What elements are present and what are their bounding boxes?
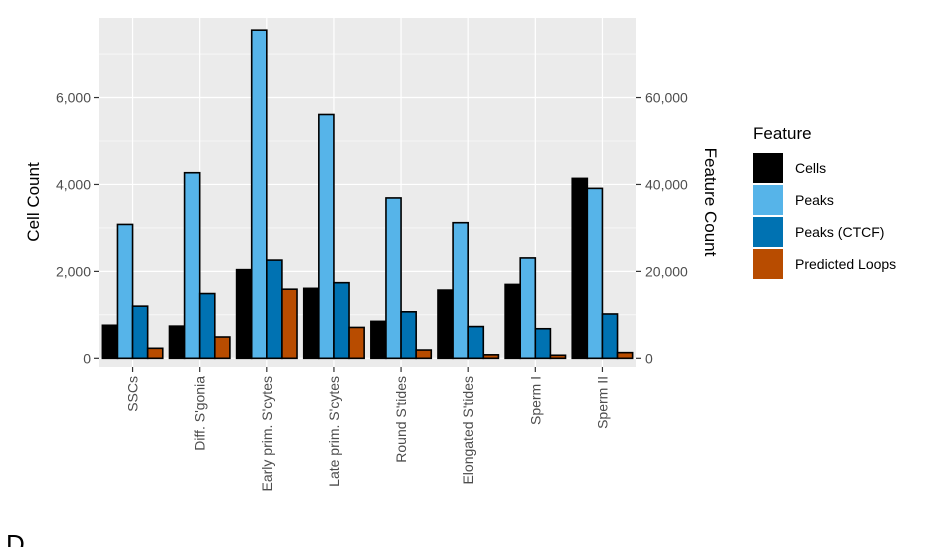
x-tick-label: Sperm I [527, 376, 543, 425]
legend-label: Peaks [795, 192, 834, 208]
x-tick-label: Round S'tides [393, 376, 409, 463]
bar-peaks-1 [183, 171, 201, 360]
x-axis: SSCs Diff. S'gonia Early prim. S'cytes Late… [125, 367, 610, 491]
bar-peaks-0 [116, 223, 134, 360]
x-tick-label: Diff. S'gonia [192, 376, 208, 451]
y2-tick-label: 60,000 [645, 90, 688, 106]
legend: Feature Cells Peaks Peaks (CTCF) Predicted … [753, 124, 896, 279]
x-tick-label: Elongated S'tides [460, 376, 476, 485]
bar-peaks-ctcf--3 [333, 281, 350, 360]
bar-cells-4 [370, 320, 387, 360]
bar-peaks-2 [250, 29, 268, 360]
bar-cells-5 [437, 289, 454, 360]
legend-label: Peaks (CTCF) [795, 224, 884, 240]
bar-predicted-loops-5 [482, 354, 500, 360]
panel-letter: D [6, 529, 25, 547]
x-tick-label: Sperm II [594, 376, 610, 429]
legend-key-cells [753, 153, 783, 183]
right-axis: 0 20,000 40,000 60,000 [636, 90, 688, 366]
y2-tick-label: 20,000 [645, 263, 688, 279]
bar-predicted-loops-1 [213, 336, 231, 360]
bar-peaks-ctcf--1 [198, 292, 216, 360]
bar-cells-2 [235, 268, 253, 360]
bars [101, 29, 634, 360]
bar-peaks-ctcf--4 [400, 311, 417, 360]
bar-cells-3 [302, 287, 320, 360]
y2-tick-label: 40,000 [645, 176, 688, 192]
legend-key-peaks [753, 185, 783, 215]
y-tick-label: 2,000 [56, 263, 91, 279]
bar-predicted-loops-2 [281, 288, 298, 360]
bar-peaks-ctcf--0 [131, 305, 149, 360]
bar-cells-1 [168, 325, 186, 360]
bar-predicted-loops-7 [616, 351, 634, 360]
bar-peaks-3 [318, 113, 335, 360]
y2-tick-label: 0 [645, 350, 653, 366]
bar-peaks-ctcf--7 [601, 313, 619, 360]
bar-predicted-loops-6 [549, 354, 567, 360]
bar-cells-7 [571, 177, 589, 360]
x-tick-label: Early prim. S'cytes [259, 376, 275, 491]
bar-predicted-loops-4 [415, 349, 433, 360]
left-axis: 0 2,000 4,000 6,000 [56, 90, 99, 366]
x-tick-label: Late prim. S'cytes [326, 376, 342, 487]
y-axis-title: Cell Count [24, 162, 43, 242]
x-tick-label: SSCs [125, 376, 141, 412]
y-tick-label: 6,000 [56, 90, 91, 106]
bar-predicted-loops-3 [348, 326, 365, 360]
bar-peaks-5 [452, 221, 469, 360]
legend-label: Predicted Loops [795, 256, 896, 272]
bar-peaks-ctcf--6 [534, 327, 552, 360]
y-tick-label: 4,000 [56, 176, 91, 192]
bar-peaks-ctcf--2 [266, 259, 283, 360]
bar-peaks-6 [519, 257, 537, 360]
legend-title: Feature [753, 124, 812, 143]
bar-peaks-ctcf--5 [467, 325, 485, 360]
bar-peaks-7 [586, 187, 604, 360]
y-tick-label: 0 [83, 350, 91, 366]
y2-axis-title: Feature Count [701, 148, 720, 257]
legend-key-peaks-ctcf- [753, 217, 783, 247]
bar-predicted-loops-0 [146, 347, 164, 360]
bar-peaks-4 [385, 197, 402, 360]
bar-cells-6 [504, 283, 522, 360]
bar-cells-0 [101, 324, 119, 360]
legend-label: Cells [795, 160, 826, 176]
legend-key-predicted-loops [753, 249, 783, 279]
